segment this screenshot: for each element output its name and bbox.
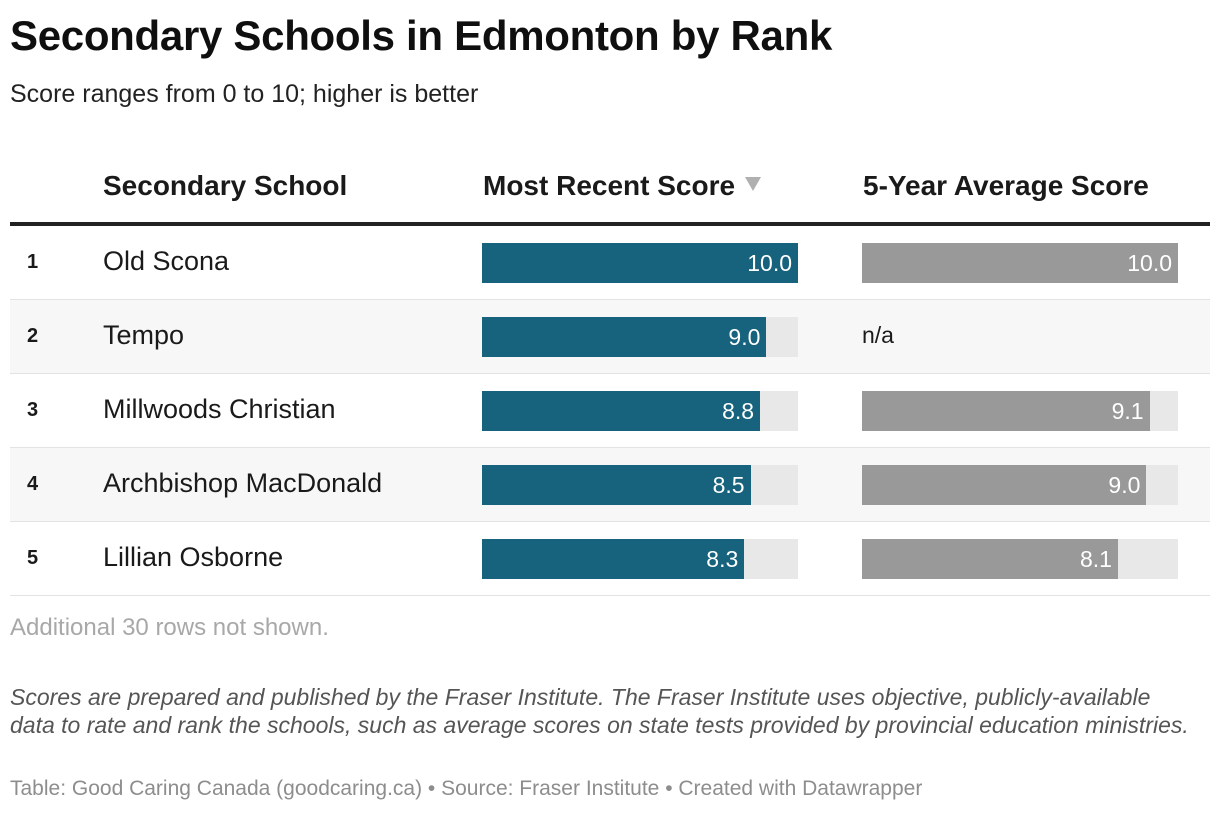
recent-score-bar: 8.3 xyxy=(482,539,745,579)
school-name: Lillian Osborne xyxy=(103,542,284,572)
recent-score-value: 8.8 xyxy=(722,398,755,424)
rank-number: 4 xyxy=(27,473,39,495)
recent-score-bar: 8.8 xyxy=(482,391,761,431)
column-header-recent-score[interactable]: Most Recent Score xyxy=(483,170,762,202)
avg-score-bar: 9.0 xyxy=(862,465,1147,505)
rank-number: 3 xyxy=(27,399,39,421)
school-name: Archbishop MacDonald xyxy=(103,468,383,498)
recent-score-value: 10.0 xyxy=(747,250,792,276)
table-row: 1 Old Scona 10.0 10.0 xyxy=(10,226,1210,300)
sort-descending-icon[interactable] xyxy=(745,177,762,191)
recent-score-track: 8.5 xyxy=(482,465,798,505)
recent-score-bar: 10.0 xyxy=(482,243,798,283)
avg-score-track: 10.0 xyxy=(862,243,1178,283)
avg-score-value: 10.0 xyxy=(1127,250,1172,276)
chart-title: Secondary Schools in Edmonton by Rank xyxy=(10,12,833,59)
avg-score-track: 8.1 xyxy=(862,539,1178,579)
footer-credits: Table: Good Caring Canada (goodcaring.ca… xyxy=(10,777,923,800)
table-body: 1 Old Scona 10.0 10.0 2 Tempo 9.0 n/a 3 Millwoods… xyxy=(10,226,1210,596)
recent-score-track: 8.3 xyxy=(482,539,798,579)
notes: Scores are prepared and published by the… xyxy=(10,684,1189,738)
recent-score-track: 10.0 xyxy=(482,243,798,283)
school-name: Tempo xyxy=(103,320,185,350)
ranking-table: Secondary School Most Recent Score 5-Yea… xyxy=(10,160,1210,596)
rank-number: 5 xyxy=(27,547,39,569)
avg-score-value: 9.1 xyxy=(1111,398,1144,424)
recent-score-bar: 9.0 xyxy=(482,317,767,357)
avg-score-bar: 8.1 xyxy=(862,539,1118,579)
table-row: 5 Lillian Osborne 8.3 8.1 xyxy=(10,522,1210,596)
avg-score-bar: 9.1 xyxy=(862,391,1150,431)
average-score-na: n/a xyxy=(862,322,894,348)
avg-score-track: 9.1 xyxy=(862,391,1178,431)
avg-score-value: 8.1 xyxy=(1079,546,1112,572)
table-header: Secondary School Most Recent Score 5-Yea… xyxy=(10,160,1210,226)
recent-score-value: 9.0 xyxy=(728,324,761,350)
column-header-recent-label: Most Recent Score xyxy=(483,170,736,201)
column-header-average-score[interactable]: 5-Year Average Score xyxy=(863,170,1149,201)
recent-score-track: 8.8 xyxy=(482,391,798,431)
avg-score-track: 9.0 xyxy=(862,465,1178,505)
school-name: Millwoods Christian xyxy=(103,394,336,424)
recent-score-bar: 8.5 xyxy=(482,465,751,505)
rank-number: 2 xyxy=(27,325,39,347)
avg-score-value: 9.0 xyxy=(1108,472,1141,498)
avg-score-bar: 10.0 xyxy=(862,243,1178,283)
table-row: 4 Archbishop MacDonald 8.5 9.0 xyxy=(10,448,1210,522)
recent-score-value: 8.5 xyxy=(712,472,745,498)
school-name: Old Scona xyxy=(103,246,230,276)
recent-score-value: 8.3 xyxy=(706,546,739,572)
recent-score-track: 9.0 xyxy=(482,317,798,357)
column-header-school[interactable]: Secondary School xyxy=(103,170,348,201)
table-row: 2 Tempo 9.0 n/a xyxy=(10,300,1210,374)
more-rows-note: Additional 30 rows not shown. xyxy=(10,614,329,641)
table-row: 3 Millwoods Christian 8.8 9.1 xyxy=(10,374,1210,448)
rank-number: 1 xyxy=(27,251,39,273)
chart-subtitle: Score ranges from 0 to 10; higher is bet… xyxy=(10,80,479,108)
